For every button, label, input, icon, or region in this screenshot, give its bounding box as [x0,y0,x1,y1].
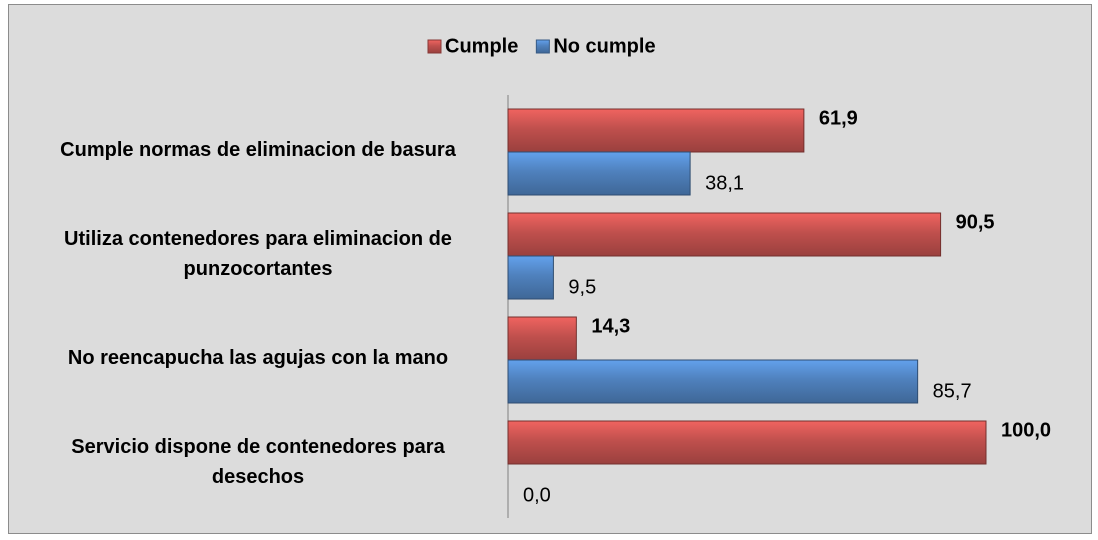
legend-swatch [427,39,442,54]
bar [507,316,577,361]
category-label: No reencapucha las agujas con la mano [67,347,449,369]
bar [507,255,554,300]
bar [507,212,942,257]
data-label: 9,5 [568,276,596,298]
data-label: 38,1 [705,172,744,194]
legend-label: No cumple [553,35,655,57]
category-label: Servicio dispone de contenedores para de… [71,436,445,488]
bar [507,108,805,153]
data-label: 0,0 [523,484,551,506]
data-label: 61,9 [819,107,858,129]
data-label: 85,7 [933,380,972,402]
data-label: 90,5 [956,211,995,233]
bar [507,420,987,465]
bar [507,359,919,404]
category-label: Cumple normas de eliminacion de basura [60,139,456,161]
data-label: 14,3 [591,315,630,337]
legend-label: Cumple [445,35,518,57]
category-label: Utiliza contenedores para eliminacion de… [64,228,452,280]
legend-swatch [535,39,550,54]
data-label: 100,0 [1001,419,1051,441]
bar [507,151,691,196]
